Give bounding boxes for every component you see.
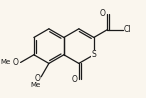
Text: Me: Me — [1, 59, 11, 65]
Text: Cl: Cl — [124, 25, 131, 34]
Text: O: O — [100, 9, 106, 18]
Text: O: O — [34, 74, 40, 83]
Text: S: S — [92, 50, 96, 59]
Text: O: O — [13, 58, 19, 67]
Text: Me: Me — [30, 82, 40, 88]
Text: O: O — [72, 75, 77, 84]
